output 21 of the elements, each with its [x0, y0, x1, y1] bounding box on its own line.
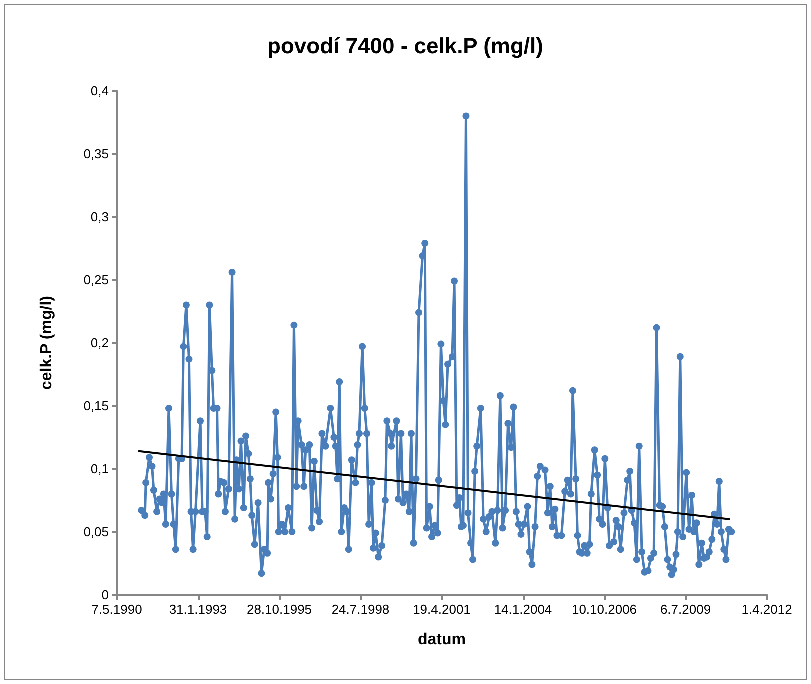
y-tick-label: 0,1: [90, 462, 109, 476]
chart-title: povodí 7400 - celk.P (mg/l): [268, 34, 544, 58]
y-tick-label: 0,35: [84, 146, 109, 162]
x-tick-label: 28.10.1995: [246, 602, 312, 617]
x-tick-label: 7.5.1990: [92, 602, 142, 617]
y-tick-label: 0,3: [90, 210, 109, 224]
y-tick-label: 0: [102, 588, 109, 602]
x-tick-label: 24.7.1998: [332, 602, 390, 617]
y-axis-title: celk.P (mg/l): [38, 296, 56, 390]
y-tick-label: 0,25: [84, 272, 109, 288]
y-tick-label: 0,4: [90, 84, 109, 98]
x-tick-label: 10.10.2006: [572, 602, 638, 617]
x-tick-label: 19.4.2001: [413, 602, 471, 617]
x-axis-title: datum: [418, 632, 466, 648]
x-tick-label: 6.7.2009: [660, 602, 712, 617]
x-tick-label: 1.4.2012: [742, 602, 792, 617]
y-tick-label: 0,05: [84, 524, 109, 540]
x-tick-label: 14.1.2004: [494, 602, 552, 617]
y-tick-label: 0,15: [84, 398, 109, 414]
x-tick-label: 31.1.1993: [169, 602, 228, 617]
y-tick-label: 0,2: [90, 336, 109, 350]
